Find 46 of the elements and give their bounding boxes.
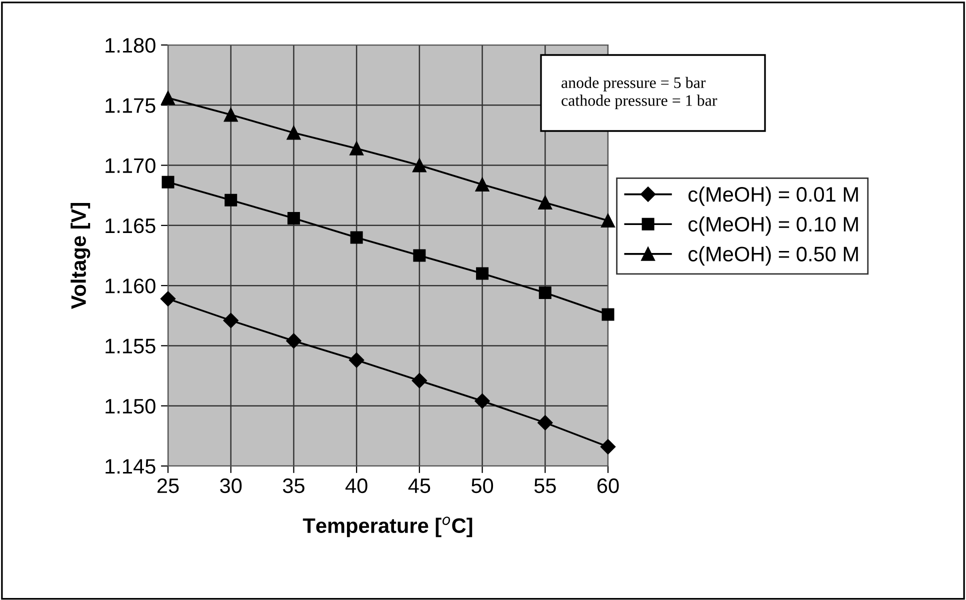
point (602, 308, 614, 321)
point (224, 108, 238, 122)
x-tick-label: 40 (345, 478, 368, 494)
point (412, 373, 427, 388)
point (349, 352, 364, 368)
y-tick-label: 1.145 (106, 459, 156, 474)
point (224, 194, 238, 206)
x-tick-label: 60 (597, 478, 619, 494)
point (538, 415, 553, 430)
point (475, 178, 490, 192)
y-tick-label: 1.180 (106, 38, 156, 53)
point (286, 333, 302, 348)
point (413, 249, 426, 262)
point (223, 312, 238, 328)
y-tick-label: 1.155 (106, 338, 156, 354)
x-tick-label: 35 (282, 478, 304, 494)
x-tick-label: 55 (534, 478, 556, 494)
point (600, 439, 616, 454)
point (350, 142, 364, 156)
point (538, 196, 552, 210)
x-tick-label: 50 (472, 478, 494, 494)
y-tick-label: 1.175 (106, 98, 156, 113)
y-tick-label: 1.150 (106, 398, 156, 414)
point (162, 176, 174, 188)
x-axis-title: Temperature [$^{o}$C] (302, 516, 472, 538)
x-tick-label: 30 (220, 478, 242, 494)
x-tick-label: 45 (408, 478, 430, 494)
annotation: anode pressure = 5 bar cathode pressure = 1 bar (562, 76, 718, 110)
point (286, 126, 301, 140)
y-axis-title: Voltage [V] (70, 203, 90, 309)
point (287, 212, 300, 224)
y-tick-label: 1.160 (106, 278, 156, 294)
y-tick-label: 1.170 (106, 158, 156, 174)
point (474, 393, 490, 409)
point (412, 158, 426, 172)
x-tick-label: 25 (157, 478, 179, 494)
legend-label: c(MeOH) = 0.01 M (688, 186, 858, 206)
y-tick-label: 1.165 (106, 218, 156, 234)
point (601, 214, 615, 228)
point (161, 90, 175, 105)
point (538, 286, 552, 300)
point (476, 267, 489, 280)
legend-label: c(MeOH) = 0.10 M (688, 216, 858, 236)
legend-label: c(MeOH) = 0.50 M (688, 246, 858, 266)
point (350, 231, 363, 244)
point (160, 291, 176, 306)
